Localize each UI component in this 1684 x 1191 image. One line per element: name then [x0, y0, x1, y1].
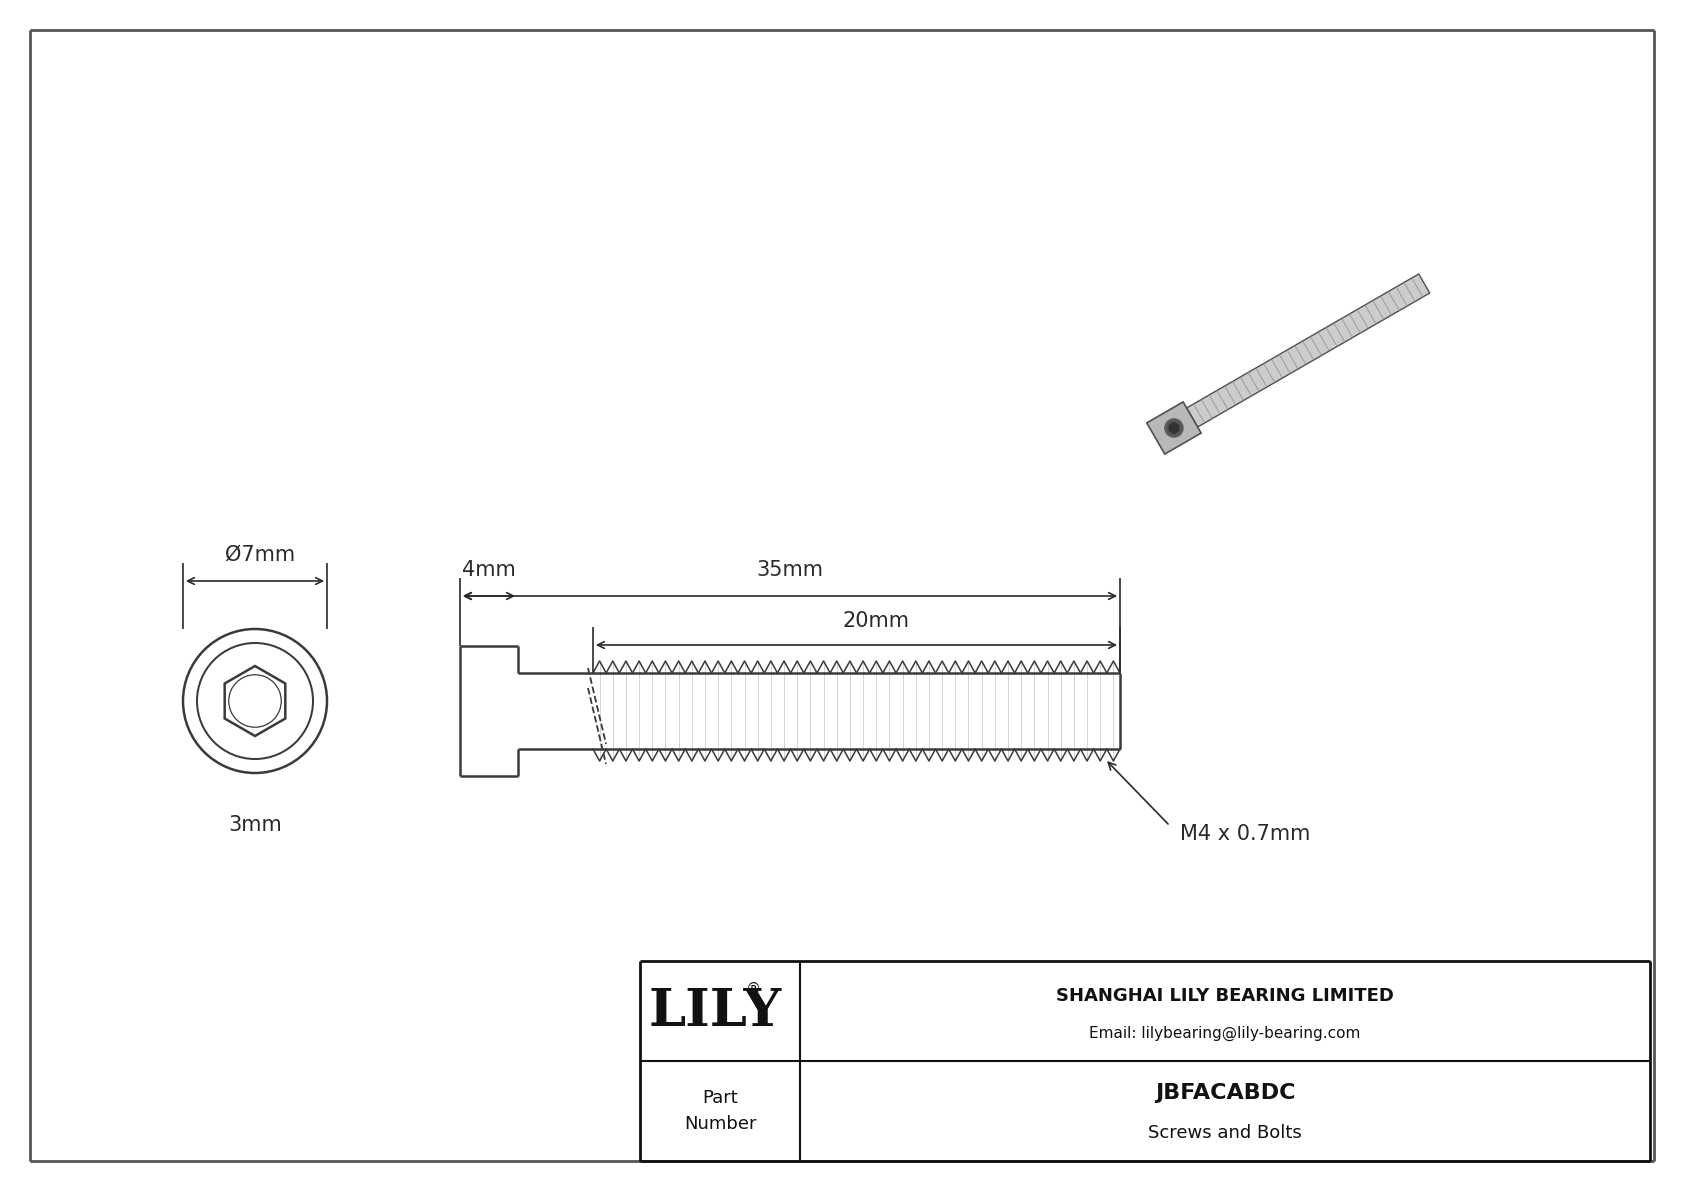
Polygon shape	[1169, 423, 1179, 434]
Text: ®: ®	[746, 981, 761, 997]
Text: Screws and Bolts: Screws and Bolts	[1148, 1124, 1302, 1142]
Text: 4mm: 4mm	[461, 560, 515, 580]
Polygon shape	[1187, 274, 1430, 428]
Text: Email: lilybearing@lily-bearing.com: Email: lilybearing@lily-bearing.com	[1090, 1025, 1361, 1041]
Text: Part
Number: Part Number	[684, 1089, 756, 1133]
Text: 3mm: 3mm	[227, 815, 281, 835]
Text: 20mm: 20mm	[844, 611, 909, 631]
Text: SHANGHAI LILY BEARING LIMITED: SHANGHAI LILY BEARING LIMITED	[1056, 987, 1394, 1005]
Text: M4 x 0.7mm: M4 x 0.7mm	[1180, 824, 1310, 844]
Text: LILY: LILY	[648, 985, 781, 1036]
Text: Ø7mm: Ø7mm	[226, 545, 295, 565]
Text: JBFACABDC: JBFACABDC	[1155, 1083, 1295, 1103]
Circle shape	[1165, 419, 1182, 437]
Polygon shape	[1147, 401, 1201, 454]
Text: 35mm: 35mm	[756, 560, 823, 580]
